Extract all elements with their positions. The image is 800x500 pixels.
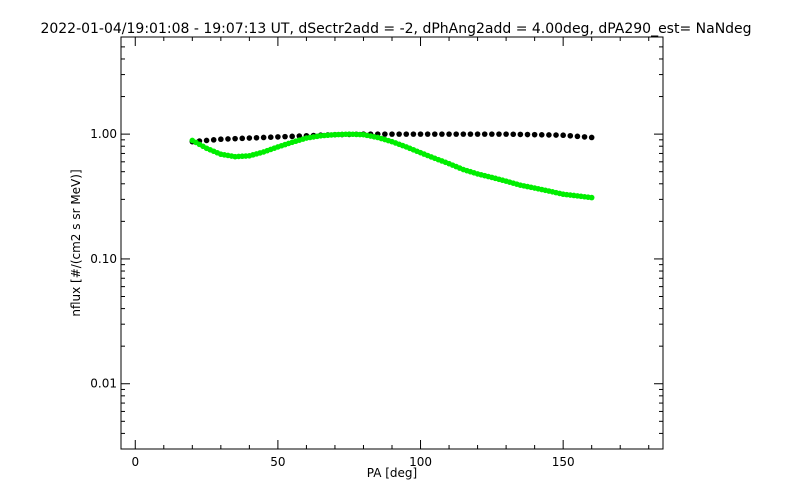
data-point-fill [267,134,274,140]
y-tick-label: 0.01 [90,377,117,391]
data-point-fill [574,133,581,140]
data-point-fill [581,134,588,140]
x-tick-label: 0 [131,455,139,469]
data-point-fill [481,131,488,137]
data-point [246,135,253,141]
data-point [531,131,538,138]
x-tick-label: 50 [270,455,285,469]
data-point [275,134,281,140]
data-point-fill [567,132,574,139]
data-point-fill [232,135,238,142]
data-point-fill [439,131,445,137]
data-point-fill [496,131,502,137]
data-point [588,134,595,141]
y-axis-label: nflux [#/(cm2 s sr MeV)] [69,169,83,316]
x-tick-label: 150 [552,455,575,469]
data-point-fill [260,134,267,141]
data-point [389,131,395,137]
data-point-fill [424,131,431,137]
plot-frame [120,36,664,450]
data-point-fill [239,135,246,142]
data-point-fill [524,131,531,138]
data-point-fill [382,131,388,137]
data-point-fill [396,131,402,137]
data-point [474,131,481,137]
y-tick-label: 0.10 [90,252,117,266]
series-1 [189,131,595,201]
x-axis-label: PA [deg] [367,466,417,480]
data-point [417,131,424,137]
data-point-fill [210,137,217,143]
data-point-fill [289,133,295,140]
data-point-fill [403,131,410,137]
x-tick-label: 100 [409,455,432,469]
data-point [218,136,224,143]
data-point-fill [489,131,495,137]
chart-title: 2022-01-04/19:01:08 - 19:07:13 UT, dSect… [40,21,751,37]
data-point [503,131,509,137]
data-point-fill [225,136,231,142]
data-point [588,194,595,201]
data-point-fill [282,133,288,140]
data-point-fill [467,131,474,137]
data-marks [189,131,595,201]
data-point-fill [517,131,524,138]
data-point-fill [431,131,438,137]
data-point-fill [253,134,260,141]
data-point-fill [510,131,517,138]
data-point-fill [410,131,417,137]
data-point-fill [460,131,467,137]
data-point-fill [546,132,552,138]
axis-ticks: 0 50 100 150 0.01 0.10 1.00 [90,36,663,469]
data-point-fill [453,131,459,137]
data-point-fill [553,132,559,138]
data-point-fill [203,137,210,144]
data-point-fill [538,132,545,138]
data-point [446,131,452,137]
y-tick-label: 1.00 [90,127,117,141]
data-point [560,132,566,139]
